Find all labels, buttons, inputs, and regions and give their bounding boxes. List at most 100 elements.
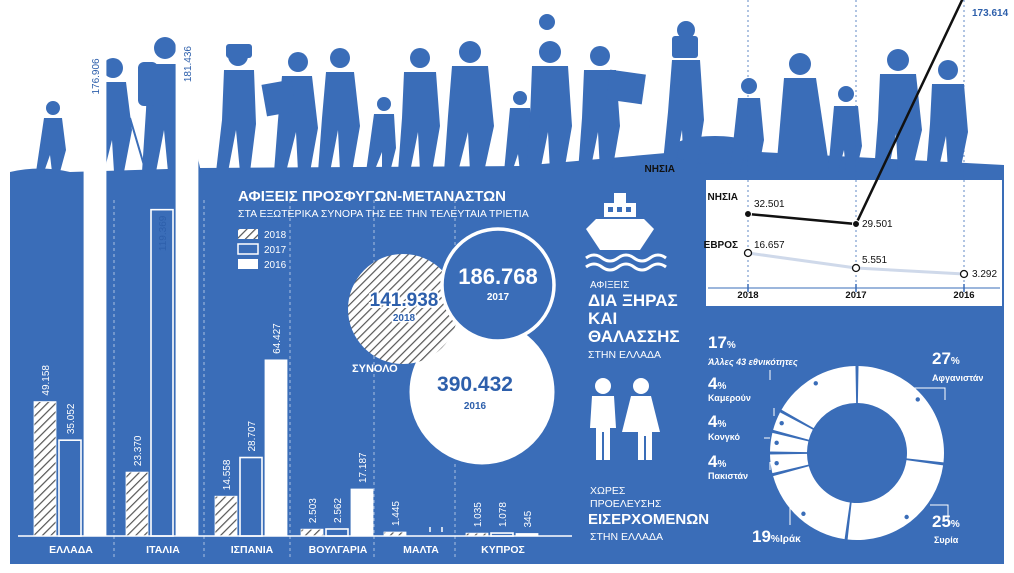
line-series-label-nisia-top: ΝΗΣΙΑ bbox=[645, 164, 675, 175]
donut-label-1: Συρία bbox=[934, 535, 959, 545]
legend-swatch-2017 bbox=[237, 243, 259, 255]
bar-2017-3 bbox=[325, 528, 349, 537]
line-xlabel-0: 2018 bbox=[737, 290, 758, 301]
bubble-value-2017: 186.768 bbox=[458, 264, 538, 289]
total-bubbles: 141.938 2018 186.768 2017 390.432 2016 ΣΥΝΟΛΟ bbox=[348, 227, 558, 468]
bubble-year-2018: 2018 bbox=[393, 313, 416, 324]
bar-value-2017-5: 1.078 bbox=[498, 502, 509, 527]
sea-text-land: ΔΙΑ ΞΗΡΑΣ bbox=[588, 291, 678, 310]
bar-value-2016-5: 345 bbox=[523, 510, 534, 527]
sea-text-and: ΚΑΙ bbox=[588, 309, 617, 328]
donut-dot-5 bbox=[779, 420, 784, 426]
bubble-total-label: ΣΥΝΟΛΟ bbox=[352, 363, 398, 375]
origin-text-countries: ΧΩΡΕΣ bbox=[590, 485, 626, 497]
sea-text-sea: ΘΑΛΑΣΣΗΣ bbox=[588, 327, 680, 346]
donut-leader-0 bbox=[912, 387, 946, 400]
line-series-label-evros: ΕΒΡΟΣ bbox=[704, 240, 738, 251]
line-series-label-nisia: ΝΗΣΙΑ bbox=[708, 192, 738, 203]
legend-label-2016: 2016 bbox=[264, 260, 287, 271]
line-point-evros-1 bbox=[851, 263, 861, 273]
bar-value-2018-0: 49.158 bbox=[41, 365, 52, 396]
bar-value-2018-4: 1.445 bbox=[391, 501, 402, 526]
legend-swatch-2016 bbox=[238, 259, 258, 269]
bar-chart: 49.158 35.052 176.906 ΕΛΛΑΔΑ 23.370 119.369 18… bbox=[33, 39, 539, 556]
bubble-value-2016: 390.432 bbox=[437, 373, 513, 396]
chart-subtitle: ΣΤΑ ΕΞΩΤΕΡΙΚΑ ΣΥΝΟΡΑ ΤΗΣ ΕΕ ΤΗΝ ΤΕΛΕΥΤΑΙ… bbox=[238, 208, 529, 220]
bar-value-2018-2: 14.558 bbox=[222, 459, 233, 490]
bar-value-2017-1: 119.369 bbox=[158, 215, 169, 251]
donut-dot-3 bbox=[774, 460, 779, 466]
legend-swatch-2018 bbox=[238, 229, 258, 239]
line-value-nisia-0: 32.501 bbox=[754, 199, 785, 210]
bar-2017-1 bbox=[150, 208, 174, 537]
line-chart: 2018 2017 2016 32.501 29.501 173.614 16.657 5.5… bbox=[645, 0, 1009, 306]
bubble-2017 bbox=[440, 227, 556, 343]
donut-label-4: Κονγκό bbox=[708, 432, 741, 442]
origin-text-greece: ΣΤΗΝ ΕΛΛΑΔΑ bbox=[590, 531, 663, 543]
donut-slice-5 bbox=[773, 412, 813, 440]
origin-text-incoming: ΕΙΣΕΡΧΟΜΕΝΩΝ bbox=[588, 511, 709, 528]
legend-label-2017: 2017 bbox=[264, 245, 287, 256]
donut-dot-6 bbox=[813, 381, 818, 386]
donut-slice-0 bbox=[857, 366, 944, 463]
bar-2018-0 bbox=[33, 401, 57, 537]
donut-label-5: Καμερούν bbox=[708, 393, 751, 403]
chart-title: ΑΦΙΞΕΙΣ ΠΡΟΣΦΥΓΩΝ-ΜΕΤΑΝΑΣΤΩΝ bbox=[238, 188, 506, 205]
sea-text-greece: ΣΤΗΝ ΕΛΛΑΔΑ bbox=[588, 349, 661, 361]
bar-2016-2 bbox=[264, 359, 288, 537]
category-label-3: ΒΟΥΛΓΑΡΙΑ bbox=[309, 544, 368, 556]
category-label-1: ΙΤΑΛΙΑ bbox=[146, 544, 180, 556]
ship-icon bbox=[585, 193, 667, 272]
man-woman-icon bbox=[590, 378, 660, 460]
donut-dot-2 bbox=[801, 511, 806, 516]
bar-value-2017-3: 2.562 bbox=[333, 498, 344, 523]
line-point-nisia-1 bbox=[852, 220, 860, 228]
bar-2018-3 bbox=[300, 528, 324, 537]
bar-2016-0 bbox=[83, 51, 107, 537]
donut-label-3: Πακιστάν bbox=[708, 471, 748, 481]
bar-2018-2 bbox=[214, 495, 238, 537]
bar-2016-1 bbox=[175, 39, 199, 537]
bubble-year-2016: 2016 bbox=[464, 401, 487, 412]
bar-value-2016-3: 17.187 bbox=[358, 452, 369, 483]
bar-value-2018-5: 1.035 bbox=[473, 502, 484, 527]
line-value-evros-1: 5.551 bbox=[862, 255, 887, 266]
bar-2016-3 bbox=[350, 488, 374, 537]
bubble-2018 bbox=[348, 254, 458, 364]
line-point-nisia-0 bbox=[744, 210, 752, 218]
people-silhouettes-icon bbox=[10, 14, 1004, 176]
line-chart-panel bbox=[706, 180, 1002, 306]
bar-value-2017-2: 28.707 bbox=[247, 420, 258, 451]
bubble-value-2018: 141.938 bbox=[370, 290, 439, 311]
donut-dot-0 bbox=[915, 397, 920, 402]
bar-value-2018-3: 2.503 bbox=[308, 498, 319, 523]
donut-slice-3 bbox=[770, 453, 809, 474]
bar-value-2016-1: 181.436 bbox=[183, 46, 194, 83]
line-value-nisia-2: 173.614 bbox=[972, 8, 1009, 19]
bar-value-2018-1: 23.370 bbox=[133, 435, 144, 466]
bar-2018-1 bbox=[125, 471, 149, 537]
category-label-2: ΙΣΠΑΝΙΑ bbox=[231, 544, 274, 556]
bar-value-2016-2: 64.427 bbox=[272, 323, 283, 354]
donut-leader-1 bbox=[930, 504, 949, 520]
sea-text-arrivals: ΑΦΙΞΕΙΣ bbox=[590, 280, 629, 291]
donut-label-6: Άλλες 43 εθνικότητες bbox=[707, 357, 798, 367]
category-label-5: ΚΥΠΡΟΣ bbox=[481, 544, 525, 556]
legend-label-2018: 2018 bbox=[264, 230, 287, 241]
line-value-evros-2: 3.292 bbox=[972, 269, 997, 280]
donut-slice-1 bbox=[847, 460, 944, 540]
line-xlabel-2: 2016 bbox=[953, 290, 974, 301]
donut-slice-6 bbox=[781, 366, 857, 429]
donut-slice-2 bbox=[773, 466, 850, 540]
donut-dot-4 bbox=[774, 440, 779, 446]
line-point-evros-2 bbox=[959, 269, 969, 279]
donut-hole bbox=[809, 405, 905, 501]
bar-value-2016-0: 176.906 bbox=[91, 58, 102, 95]
line-value-evros-0: 16.657 bbox=[754, 240, 785, 251]
category-label-4: ΜΑΛΤΑ bbox=[403, 544, 439, 556]
bar-value-2017-0: 35.052 bbox=[66, 403, 77, 434]
donut-label-2: Ιράκ bbox=[780, 534, 801, 545]
